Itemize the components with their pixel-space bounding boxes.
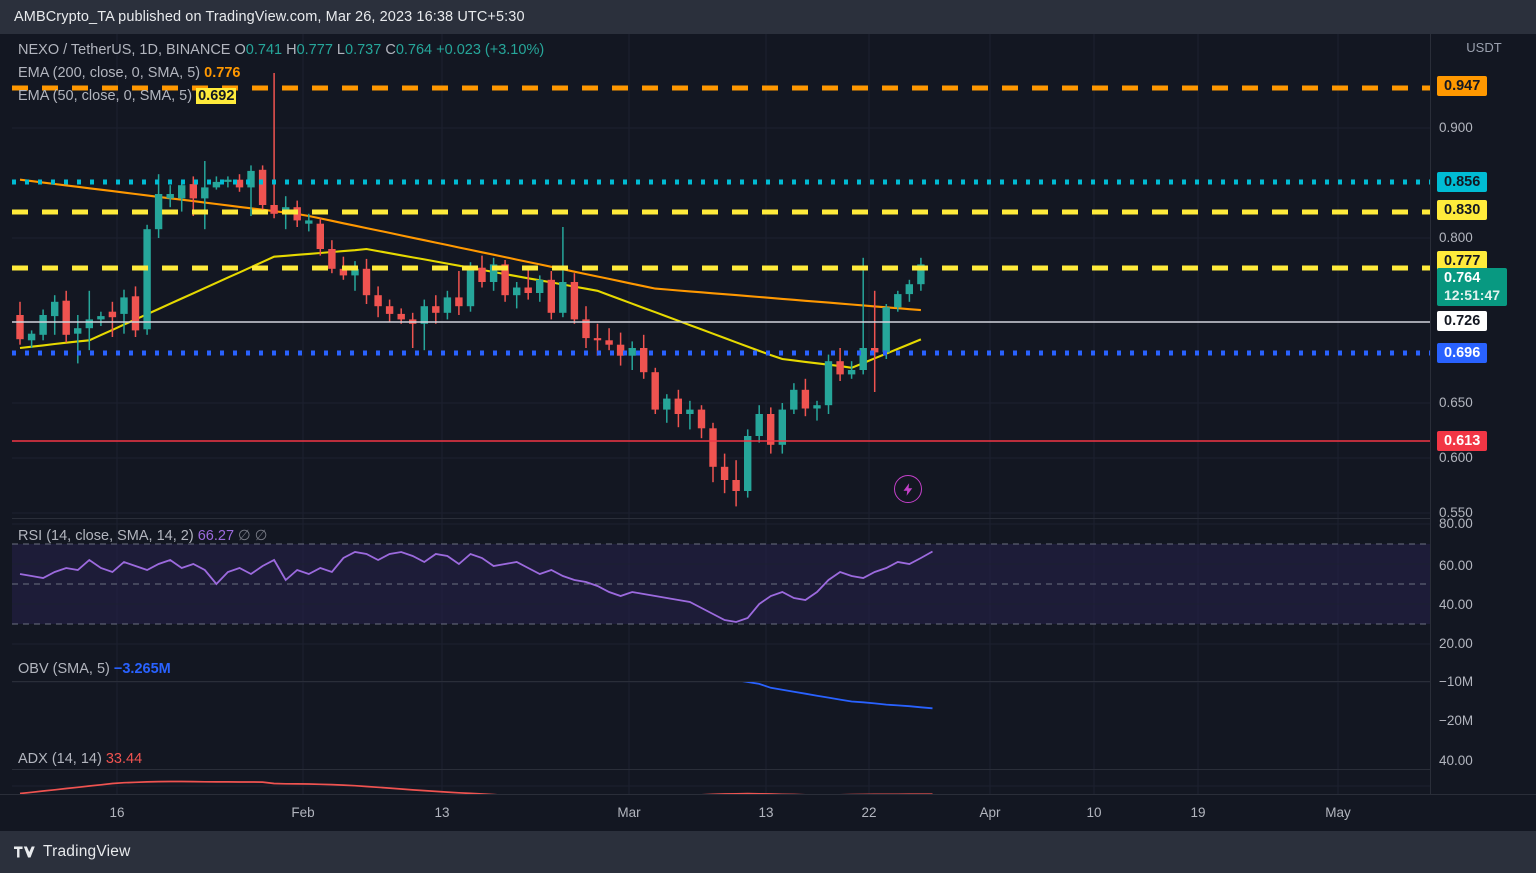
price-scale[interactable]: USDT 0.900 0.800 0.650 0.600 0.550 80.00 60.00…: [1430, 34, 1536, 831]
level-label-0856[interactable]: 0.856: [1437, 172, 1488, 192]
ema200-label: EMA (200, close, 0, SMA, 5): [18, 65, 201, 81]
symbol-label: NEXO / TetherUS, 1D, BINANCE: [18, 42, 231, 58]
axis-tick: 0.550: [1439, 505, 1473, 520]
axis-tick: 0.900: [1439, 120, 1473, 135]
axis-tick: 20.00: [1439, 636, 1473, 651]
rsi-label: RSI (14, close, SMA, 14, 2): [18, 528, 194, 544]
rsi-value: 66.27: [197, 528, 235, 544]
ohlc-o-value: 0.741: [245, 42, 283, 58]
axis-tick: 0.800: [1439, 230, 1473, 245]
time-label: Apr: [979, 805, 1001, 820]
axis-tick: 60.00: [1439, 558, 1473, 573]
tradingview-wordmark: TradingView: [43, 843, 131, 860]
level-label-0726[interactable]: 0.726: [1437, 311, 1488, 331]
level-label-0613[interactable]: 0.613: [1437, 431, 1488, 451]
time-label: 10: [1086, 805, 1102, 820]
time-label: 22: [861, 805, 877, 820]
adx-label: ADX (14, 14): [18, 751, 102, 767]
time-label: May: [1325, 805, 1351, 820]
time-label: 13: [434, 805, 450, 820]
ema200-value: 0.776: [204, 65, 241, 81]
ohlc-h-value: 0.777: [296, 42, 333, 58]
price-scale-unit: USDT: [1466, 40, 1502, 55]
adx-value: 33.44: [105, 751, 143, 767]
grid-vertical-lines: [116, 34, 1339, 828]
ema200-legend[interactable]: EMA (200, close, 0, SMA, 5) 0.776: [18, 65, 240, 81]
axis-tick: −20M: [1439, 713, 1474, 728]
time-label: 19: [1190, 805, 1206, 820]
obv-plot: [12, 682, 1430, 710]
bar-countdown: 12:51:47: [1444, 287, 1501, 303]
ohlc-h-label: H: [286, 42, 297, 58]
ohlc-c-value: 0.764: [395, 42, 433, 58]
tradingview-logo-icon: [14, 846, 35, 858]
axis-tick: 40.00: [1439, 597, 1473, 612]
ema50-value: 0.692: [196, 88, 237, 104]
obv-pane[interactable]: [12, 682, 1430, 768]
ohlc-o-label: O: [234, 42, 246, 58]
adx-legend[interactable]: ADX (14, 14) 33.44: [18, 751, 142, 767]
ohlc-c-label: C: [385, 42, 396, 58]
price-pane[interactable]: [12, 34, 1430, 516]
level-label-0777[interactable]: 0.777: [1437, 251, 1488, 271]
axis-tick: 80.00: [1439, 516, 1473, 531]
axis-tick: 40.00: [1439, 753, 1473, 768]
time-label: Feb: [291, 805, 315, 820]
obv-label: OBV (SMA, 5): [18, 661, 110, 677]
lightning-badge[interactable]: [894, 475, 922, 503]
publisher-line: AMBCrypto_TA published on TradingView.co…: [0, 0, 1536, 34]
lightning-bolt-icon: [903, 482, 912, 496]
chart-area[interactable]: NEXO / TetherUS, 1D, BINANCE O0.741 H0.7…: [0, 34, 1536, 831]
rsi-extra-2: ∅: [254, 528, 268, 544]
main-legend[interactable]: NEXO / TetherUS, 1D, BINANCE O0.741 H0.7…: [18, 42, 544, 58]
level-label-0947[interactable]: 0.947: [1437, 76, 1488, 96]
ohlc-change: +0.023 (+3.10%): [436, 42, 545, 58]
pane-separator-adx: [12, 769, 1430, 770]
ema50-legend[interactable]: EMA (50, close, 0, SMA, 5) 0.692: [18, 88, 237, 104]
ema50-label: EMA (50, close, 0, SMA, 5): [18, 88, 193, 104]
rsi-pane[interactable]: [12, 519, 1430, 679]
pane-separator-rsi: [12, 518, 1430, 519]
axis-tick: 0.650: [1439, 395, 1473, 410]
rsi-plot: [12, 523, 1430, 645]
rsi-extra-1: ∅: [238, 528, 251, 544]
level-label-0830[interactable]: 0.830: [1437, 200, 1488, 220]
branding-bar: TradingView: [0, 831, 1536, 873]
time-label: 13: [758, 805, 774, 820]
time-axis[interactable]: 16 Feb 13 Mar 13 22 Apr 10 19 May: [0, 794, 1536, 831]
axis-tick: 0.600: [1439, 450, 1473, 465]
rsi-legend[interactable]: RSI (14, close, SMA, 14, 2) 66.27 ∅ ∅: [18, 528, 267, 544]
ohlc-l-value: 0.737: [345, 42, 382, 58]
pane-separator-obv: [12, 681, 1430, 682]
level-label-0696[interactable]: 0.696: [1437, 343, 1488, 363]
axis-tick: −10M: [1439, 674, 1474, 689]
candlestick-plot: [12, 73, 1430, 514]
ohlc-l-label: L: [336, 42, 345, 58]
time-label: Mar: [617, 805, 641, 820]
obv-legend[interactable]: OBV (SMA, 5) −3.265M: [18, 661, 171, 677]
time-label: 16: [109, 805, 125, 820]
last-price-label[interactable]: 0.764 12:51:47: [1437, 268, 1508, 306]
obv-value: −3.265M: [113, 661, 171, 677]
